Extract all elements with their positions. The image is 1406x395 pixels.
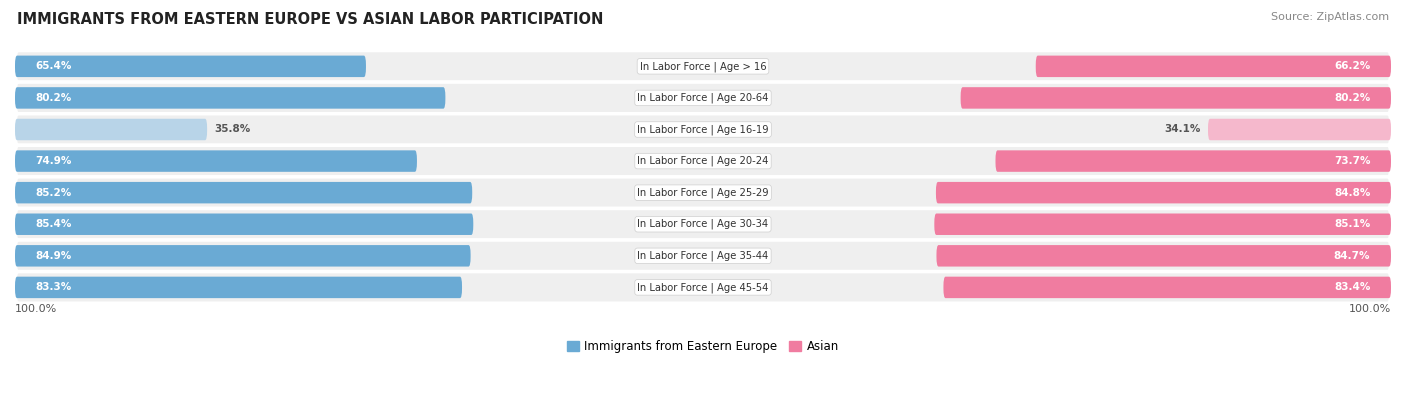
Text: 34.1%: 34.1% bbox=[1164, 124, 1201, 135]
Legend: Immigrants from Eastern Europe, Asian: Immigrants from Eastern Europe, Asian bbox=[567, 340, 839, 353]
Text: In Labor Force | Age 25-29: In Labor Force | Age 25-29 bbox=[637, 187, 769, 198]
FancyBboxPatch shape bbox=[15, 272, 1391, 303]
Text: 85.1%: 85.1% bbox=[1334, 219, 1371, 229]
FancyBboxPatch shape bbox=[15, 276, 463, 298]
FancyBboxPatch shape bbox=[1208, 119, 1391, 140]
FancyBboxPatch shape bbox=[15, 82, 1391, 114]
FancyBboxPatch shape bbox=[15, 177, 1391, 209]
FancyBboxPatch shape bbox=[936, 182, 1391, 203]
FancyBboxPatch shape bbox=[15, 114, 1391, 145]
Text: In Labor Force | Age 35-44: In Labor Force | Age 35-44 bbox=[637, 250, 769, 261]
Text: In Labor Force | Age 30-34: In Labor Force | Age 30-34 bbox=[637, 219, 769, 229]
FancyBboxPatch shape bbox=[15, 56, 366, 77]
Text: 84.7%: 84.7% bbox=[1334, 251, 1371, 261]
Text: 80.2%: 80.2% bbox=[35, 93, 72, 103]
FancyBboxPatch shape bbox=[995, 150, 1391, 172]
Text: 35.8%: 35.8% bbox=[214, 124, 250, 135]
Text: 84.8%: 84.8% bbox=[1334, 188, 1371, 198]
Text: 100.0%: 100.0% bbox=[1348, 304, 1391, 314]
FancyBboxPatch shape bbox=[960, 87, 1391, 109]
FancyBboxPatch shape bbox=[15, 182, 472, 203]
Text: In Labor Force | Age > 16: In Labor Force | Age > 16 bbox=[640, 61, 766, 71]
Text: IMMIGRANTS FROM EASTERN EUROPE VS ASIAN LABOR PARTICIPATION: IMMIGRANTS FROM EASTERN EUROPE VS ASIAN … bbox=[17, 12, 603, 27]
Text: 80.2%: 80.2% bbox=[1334, 93, 1371, 103]
FancyBboxPatch shape bbox=[15, 209, 1391, 240]
FancyBboxPatch shape bbox=[943, 276, 1391, 298]
Text: 84.9%: 84.9% bbox=[35, 251, 72, 261]
FancyBboxPatch shape bbox=[15, 245, 471, 267]
Text: 83.4%: 83.4% bbox=[1334, 282, 1371, 292]
FancyBboxPatch shape bbox=[15, 150, 418, 172]
FancyBboxPatch shape bbox=[15, 214, 474, 235]
FancyBboxPatch shape bbox=[15, 87, 446, 109]
FancyBboxPatch shape bbox=[936, 245, 1391, 267]
Text: 83.3%: 83.3% bbox=[35, 282, 72, 292]
FancyBboxPatch shape bbox=[935, 214, 1391, 235]
Text: In Labor Force | Age 45-54: In Labor Force | Age 45-54 bbox=[637, 282, 769, 293]
Text: In Labor Force | Age 20-64: In Labor Force | Age 20-64 bbox=[637, 93, 769, 103]
Text: 100.0%: 100.0% bbox=[15, 304, 58, 314]
Text: Source: ZipAtlas.com: Source: ZipAtlas.com bbox=[1271, 12, 1389, 22]
Text: 74.9%: 74.9% bbox=[35, 156, 72, 166]
Text: 65.4%: 65.4% bbox=[35, 61, 72, 71]
FancyBboxPatch shape bbox=[15, 145, 1391, 177]
Text: 66.2%: 66.2% bbox=[1334, 61, 1371, 71]
FancyBboxPatch shape bbox=[15, 51, 1391, 82]
FancyBboxPatch shape bbox=[15, 119, 207, 140]
Text: 85.2%: 85.2% bbox=[35, 188, 72, 198]
FancyBboxPatch shape bbox=[15, 240, 1391, 272]
Text: 85.4%: 85.4% bbox=[35, 219, 72, 229]
Text: In Labor Force | Age 20-24: In Labor Force | Age 20-24 bbox=[637, 156, 769, 166]
FancyBboxPatch shape bbox=[1036, 56, 1391, 77]
Text: In Labor Force | Age 16-19: In Labor Force | Age 16-19 bbox=[637, 124, 769, 135]
Text: 73.7%: 73.7% bbox=[1334, 156, 1371, 166]
